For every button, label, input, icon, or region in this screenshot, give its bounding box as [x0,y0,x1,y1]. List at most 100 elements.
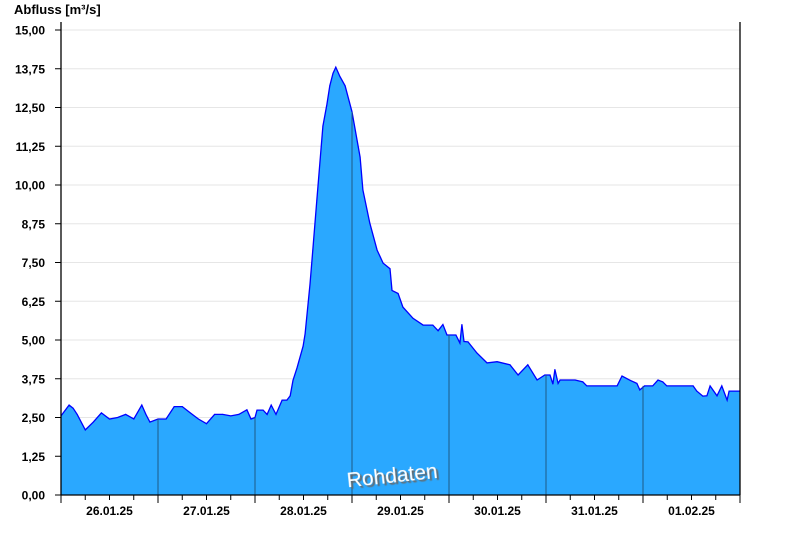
data-point [117,417,119,418]
data-point [309,283,311,285]
data-point [382,262,384,264]
data-point [459,342,461,344]
x-tick-label: 28.01.25 [280,504,327,518]
data-point [554,368,556,370]
data-point [616,385,618,387]
x-tick-label: 01.02.25 [668,504,715,518]
data-point [92,421,94,423]
data-point [332,72,334,74]
data-point [432,324,434,326]
data-point [319,159,321,161]
data-point [296,367,298,369]
data-point [292,379,294,381]
data-point [145,413,147,415]
data-point [402,306,404,308]
y-tick-label: 2,50 [22,411,46,425]
data-point [639,389,641,391]
data-point [389,268,391,270]
data-point [544,374,546,376]
data-point [629,379,631,381]
x-axis-ticks: 26.01.25 27.01.25 28.01.25 29.01.25 30.01.25… [60,495,741,518]
data-point [230,415,232,417]
y-tick-label: 8,75 [22,217,46,231]
data-point [706,395,708,397]
data-point [692,385,694,387]
data-point [100,412,102,414]
y-tick-label: 11,25 [16,140,46,154]
data-point [344,85,346,87]
data-point [312,249,314,251]
data-point [557,382,559,384]
y-axis-ticks: 0,00 1,25 2,50 3,75 5,00 6,25 7,50 8,75 10,00 11,… [15,24,61,503]
data-point [463,341,465,343]
data-point [359,156,361,158]
data-point [397,293,399,294]
y-tick-label: 7,50 [22,256,46,270]
data-point [461,324,463,325]
data-point [238,413,240,415]
discharge-area [61,67,740,495]
data-point [552,383,554,385]
data-point [559,379,561,381]
day-separators [157,111,644,495]
data-point [666,385,668,387]
data-point [621,375,623,377]
data-point [728,390,730,392]
y-tick-label: 13,75 [15,62,45,76]
data-point [149,421,151,423]
y-tick-label: 0,00 [22,489,46,503]
data-point [496,361,498,363]
y-tick-label: 3,75 [22,372,46,386]
data-point [125,413,127,415]
data-point [391,289,393,291]
data-point [262,409,264,411]
data-point [586,385,588,387]
data-point [467,341,469,343]
data-point [270,404,272,406]
data-point [486,362,488,364]
data-point [68,404,70,406]
data-point [376,249,378,251]
y-tick-label: 1,25 [22,450,46,464]
data-point [222,413,224,415]
data-point [266,413,268,415]
data-point [256,409,258,411]
data-point [133,418,135,420]
data-point [652,385,654,387]
discharge-line [60,65,740,431]
y-tick-label: 10,00 [15,179,45,193]
data-point [316,200,318,201]
data-point [304,333,306,335]
data-point [527,364,529,366]
y-axis-title: Abfluss [m³/s] [14,2,101,17]
x-tick-label: 29.01.25 [377,504,424,518]
y-tick-label: 15,00 [15,24,45,38]
data-point [165,418,167,420]
data-point [76,413,78,415]
data-point [141,404,143,406]
data-point [84,429,86,431]
x-tick-label: 27.01.25 [183,504,230,518]
x-tick-label: 31.01.25 [571,504,618,518]
data-point [275,413,277,415]
data-point [662,381,664,383]
data-point [446,334,448,336]
y-tick-label: 5,00 [22,334,46,348]
data-point [250,418,252,420]
data-point [109,418,110,420]
data-point [214,413,216,415]
data-point [517,374,519,376]
data-point [197,418,199,420]
data-point [636,382,638,384]
data-point [721,385,723,387]
data-point [362,189,364,191]
data-point [726,399,728,401]
data-point [696,390,698,392]
data-point [536,379,538,381]
data-area [60,65,741,495]
data-point [709,385,711,387]
data-point [335,66,337,68]
y-tick-label: 12,50 [15,101,45,115]
y-tick-label: 6,25 [22,295,46,309]
